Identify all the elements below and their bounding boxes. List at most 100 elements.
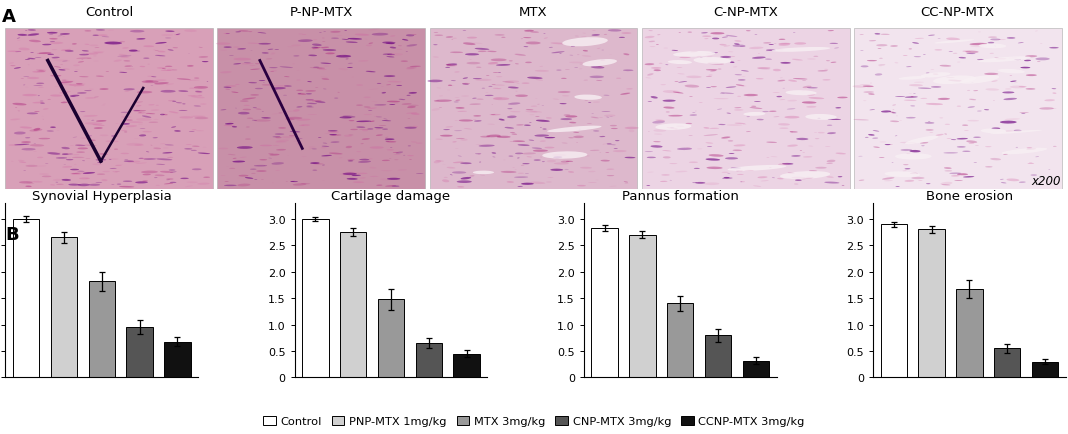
Ellipse shape [687,76,702,79]
Ellipse shape [697,149,703,150]
Ellipse shape [445,65,451,66]
Ellipse shape [390,48,396,49]
Ellipse shape [285,112,294,113]
Ellipse shape [84,91,92,92]
Ellipse shape [169,170,175,171]
Ellipse shape [870,83,871,84]
Ellipse shape [319,33,321,34]
Ellipse shape [475,154,482,155]
Ellipse shape [151,110,159,111]
Ellipse shape [521,83,530,85]
Ellipse shape [241,64,254,65]
Ellipse shape [648,42,655,43]
Ellipse shape [76,70,79,71]
Ellipse shape [249,83,257,84]
Ellipse shape [163,148,169,149]
Ellipse shape [96,76,104,77]
Ellipse shape [948,52,953,53]
Ellipse shape [647,157,656,159]
Ellipse shape [439,96,443,97]
Ellipse shape [380,179,392,181]
Ellipse shape [84,123,103,125]
Ellipse shape [803,157,813,158]
Ellipse shape [367,129,374,130]
Ellipse shape [60,34,69,36]
Ellipse shape [296,144,301,145]
Ellipse shape [1018,43,1024,44]
Ellipse shape [815,168,827,169]
Ellipse shape [377,83,380,84]
Ellipse shape [763,112,769,113]
Ellipse shape [179,117,193,119]
Ellipse shape [957,106,961,107]
Ellipse shape [380,105,387,107]
Ellipse shape [696,56,702,57]
Ellipse shape [323,50,336,52]
Ellipse shape [480,162,481,163]
Ellipse shape [469,176,474,177]
Ellipse shape [198,153,210,155]
Ellipse shape [1014,130,1022,132]
Ellipse shape [79,55,89,56]
Ellipse shape [262,53,269,54]
Ellipse shape [62,81,68,82]
Ellipse shape [1006,179,1019,182]
Ellipse shape [521,39,523,40]
Ellipse shape [676,126,685,128]
Ellipse shape [727,165,786,171]
Ellipse shape [70,97,76,98]
Ellipse shape [478,145,494,148]
Ellipse shape [760,181,769,182]
Ellipse shape [434,33,438,34]
Ellipse shape [650,97,658,99]
Ellipse shape [25,138,30,139]
Ellipse shape [233,158,236,160]
Ellipse shape [771,157,778,158]
Ellipse shape [709,128,719,129]
Text: Control: Control [85,7,134,19]
Ellipse shape [323,89,327,90]
Ellipse shape [294,56,299,57]
Ellipse shape [343,116,356,118]
Bar [742,361,769,378]
Ellipse shape [926,73,929,74]
Ellipse shape [553,157,563,159]
Ellipse shape [156,105,159,107]
Ellipse shape [90,45,98,47]
Ellipse shape [272,88,286,90]
Ellipse shape [271,71,277,72]
Ellipse shape [386,141,390,142]
Ellipse shape [120,72,127,74]
Ellipse shape [1026,149,1036,151]
Ellipse shape [121,124,130,125]
Ellipse shape [678,82,687,83]
Ellipse shape [660,85,666,86]
Ellipse shape [77,171,84,172]
Ellipse shape [686,148,691,149]
Ellipse shape [129,50,138,53]
Ellipse shape [735,108,741,109]
Ellipse shape [123,181,132,182]
Ellipse shape [313,68,319,69]
Ellipse shape [492,73,499,74]
Ellipse shape [407,68,417,69]
Ellipse shape [366,45,372,47]
Ellipse shape [650,146,662,148]
Ellipse shape [625,128,639,130]
Ellipse shape [757,69,770,70]
Ellipse shape [451,81,456,82]
Ellipse shape [396,86,403,87]
Ellipse shape [307,104,317,105]
Ellipse shape [185,149,192,150]
Ellipse shape [827,125,832,126]
Ellipse shape [611,145,616,146]
Text: A: A [2,8,16,26]
Ellipse shape [220,110,226,111]
Ellipse shape [368,29,380,31]
Ellipse shape [1045,100,1055,102]
Ellipse shape [11,161,14,162]
Ellipse shape [863,92,874,94]
Ellipse shape [817,118,820,119]
Ellipse shape [910,151,921,153]
Ellipse shape [98,157,106,158]
